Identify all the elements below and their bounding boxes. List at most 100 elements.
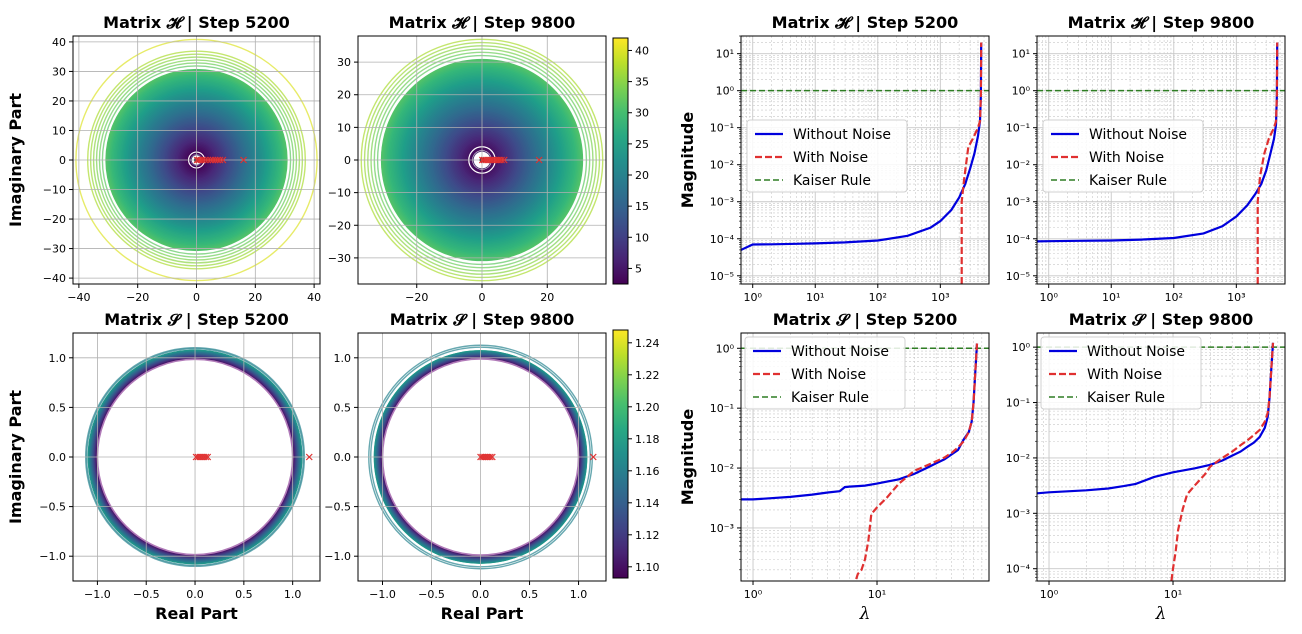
y-tick-label: 0.0 <box>334 451 352 464</box>
y-tick-label: 1.0 <box>49 352 67 365</box>
x-tick-label: 10¹ <box>806 291 824 304</box>
legend: Without Noise With Noise Kaiser Rule <box>744 336 906 410</box>
y-tick-label: 10⁻¹ <box>710 402 734 415</box>
y-tick-label: 10¹ <box>716 48 734 61</box>
legend-box <box>746 119 908 193</box>
eigenvalue-x-marker <box>216 156 224 164</box>
colorbar-tick-label: 5 <box>635 262 642 275</box>
y-tick-label: 10⁻⁴ <box>1006 563 1031 576</box>
y-tick-label: 10⁻² <box>1006 452 1030 465</box>
y-axis-label: Magnitude <box>678 409 697 506</box>
y-tick-label: −30 <box>43 243 66 256</box>
grid <box>358 333 606 581</box>
x-tick-label: −20 <box>126 291 149 304</box>
eigenvalue-x-marker <box>214 156 222 164</box>
y-tick-label: 10⁰ <box>1012 85 1031 98</box>
panel-title: Matrix 𝓗 | Step 5200 <box>103 13 290 33</box>
colorbar-tick-label: 40 <box>635 44 649 57</box>
series-lines <box>1037 42 1285 284</box>
legend-label: With Noise <box>1087 367 1162 383</box>
series-line-with-noise <box>1256 42 1279 284</box>
panel-s9800: Matrix 𝓢 | Step 9800 −1.0 −0.5 0.0 0.5 1.0 −1.… <box>324 310 607 623</box>
x-tick-label: −0.5 <box>418 588 445 601</box>
y-tick-label: 10⁻⁵ <box>710 270 734 283</box>
x-axis-label: λ <box>859 604 871 624</box>
x-axis-label: λ <box>1155 604 1167 624</box>
panel-hs9800: Matrix 𝓗 | Step 9800 Without Noise With No… <box>1006 13 1286 304</box>
panel-ss9800: Matrix 𝓢 | Step 9800 Without Noise With No… <box>1006 310 1286 624</box>
eigenvalue-x-marker <box>201 156 209 164</box>
x-tick-label: −1.0 <box>369 588 396 601</box>
x-tick-label: −0.5 <box>133 588 160 601</box>
x-tick-label: −1.0 <box>84 588 111 601</box>
y-tick-label: 10⁻³ <box>1006 196 1030 209</box>
x-tick-label: 10² <box>1165 291 1183 304</box>
plot-frame <box>740 35 990 285</box>
legend-label: Without Noise <box>791 344 889 360</box>
colorbar-tick-label: 25 <box>635 138 649 151</box>
series-line-with-noise <box>960 42 983 284</box>
y-tick-label: 30 <box>52 65 66 78</box>
x-tick-label: 1.0 <box>284 588 302 601</box>
y-tick-label: 10⁰ <box>716 85 735 98</box>
x-tick-label: 10¹ <box>868 588 886 601</box>
legend-label: Kaiser Rule <box>793 173 871 189</box>
plot-frame <box>1036 35 1286 285</box>
legend-label: With Noise <box>1089 150 1164 166</box>
y-tick-label: 10⁻⁴ <box>1006 233 1031 246</box>
y-tick-label: 10 <box>337 121 351 134</box>
colorbar-tick-label: 20 <box>635 169 649 182</box>
x-tick-label: −40 <box>67 291 90 304</box>
eigenvalue-x-marker <box>589 453 597 461</box>
series-line-with-noise <box>855 343 979 580</box>
legend-box <box>1040 336 1202 410</box>
x-tick-label: 0 <box>193 291 200 304</box>
colorbar-tick-label: 1.24 <box>635 337 660 350</box>
legend-label: Without Noise <box>793 127 891 143</box>
colorbar-gradient <box>612 37 629 285</box>
y-tick-label: 10¹ <box>1012 48 1030 61</box>
legend: Without Noise With Noise Kaiser Rule <box>1040 336 1202 410</box>
y-tick-label: −1.0 <box>39 550 66 563</box>
y-tick-label: −10 <box>328 187 351 200</box>
x-tick-label: 0.0 <box>472 588 490 601</box>
series-line-without-noise <box>741 343 979 501</box>
panel-s5200: Matrix 𝓢 | Step 5200 −1.0 −0.5 0.0 0.5 1.0 −1.… <box>6 310 321 623</box>
x-tick-label: 0 <box>479 291 486 304</box>
colorbar-tick-label: 1.18 <box>635 433 660 446</box>
x-tick-label: −20 <box>405 291 428 304</box>
y-tick-label: 10⁻² <box>1006 159 1030 172</box>
series-line-without-noise <box>741 42 983 251</box>
x-tick-label: 10¹ <box>1164 588 1182 601</box>
colorbar-gradient <box>612 329 629 579</box>
colorbar-tick-label: 1.16 <box>635 465 660 478</box>
grid <box>73 333 320 581</box>
x-tick-label: 10¹ <box>1102 291 1120 304</box>
y-tick-label: 30 <box>337 56 351 69</box>
y-tick-label: 10⁻¹ <box>1006 397 1030 410</box>
colorbar-tick-label: 10 <box>635 231 649 244</box>
y-tick-label: 10⁻³ <box>710 196 734 209</box>
x-tick-label: 10³ <box>1227 291 1245 304</box>
y-tick-label: 10⁻² <box>710 462 734 475</box>
colorbar-tick-label: 1.14 <box>635 497 660 510</box>
panel-title: Matrix 𝓗 | Step 9800 <box>1068 13 1255 33</box>
y-tick-label: −0.5 <box>39 501 66 514</box>
eigenvalue-x-marker <box>219 156 227 164</box>
x-tick-label: 20 <box>540 291 554 304</box>
panel-title: Matrix 𝓗 | Step 9800 <box>389 13 576 33</box>
x-tick-label: 0.0 <box>186 588 204 601</box>
y-tick-label: 20 <box>52 95 66 108</box>
series-line-with-noise <box>1170 342 1275 581</box>
legend-label: Without Noise <box>1089 127 1187 143</box>
y-tick-label: 0 <box>59 154 66 167</box>
eigenvalue-markers <box>477 453 597 461</box>
y-tick-label: 0.5 <box>49 401 67 414</box>
eigenvalue-x-marker <box>488 453 496 461</box>
colorbar-tick-label: 1.12 <box>635 529 660 542</box>
x-tick-label: 0.5 <box>235 588 253 601</box>
y-tick-label: −10 <box>43 184 66 197</box>
legend-label: Kaiser Rule <box>1089 173 1167 189</box>
x-tick-label: 1.0 <box>570 588 588 601</box>
